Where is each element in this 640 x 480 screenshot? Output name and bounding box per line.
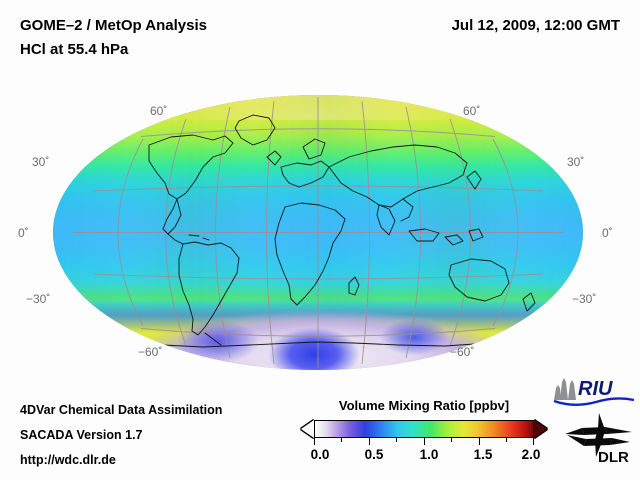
antarctic-polar-vortex-region xyxy=(95,304,552,370)
colorbar-title: Volume Mixing Ratio [ppbv] xyxy=(338,398,510,413)
coastlines xyxy=(130,114,536,348)
lat-label-left-minus30: −30˚ xyxy=(26,292,51,306)
riu-wave-icon xyxy=(553,397,635,406)
lat-label-left-minus60: −60˚ xyxy=(138,345,163,359)
colorbar-tick-label-3: 1.5 xyxy=(473,447,493,462)
tick-major xyxy=(369,438,370,445)
riu-tower-icon xyxy=(554,378,576,400)
colorbar-tick-label-2: 1.0 xyxy=(419,447,439,462)
colorbar-gradient xyxy=(314,420,534,438)
dlr-pinwheel-icon xyxy=(565,413,632,457)
tick-major xyxy=(314,438,315,445)
riu-logo: RIU xyxy=(553,378,635,406)
page-title: GOME–2 / MetOp Analysis xyxy=(20,17,207,34)
tick-minor xyxy=(396,438,397,442)
lat-label-right-60: 60˚ xyxy=(463,104,481,118)
colorbar-tick-label-1: 0.5 xyxy=(364,447,384,462)
tick-minor xyxy=(341,438,342,442)
map-clip-ellipse xyxy=(53,95,583,370)
lat-label-right-minus60: −60˚ xyxy=(450,345,475,359)
colorbar-extend-high-arrow xyxy=(534,420,547,438)
lat-label-right-minus30: −30˚ xyxy=(572,292,597,306)
species-subtitle: HCl at 55.4 hPa xyxy=(20,41,129,58)
graticule-grid xyxy=(73,97,563,368)
riu-wordmark: RIU xyxy=(578,378,613,400)
lat-label-left-30: 30˚ xyxy=(32,155,50,169)
colorbar-tick-label-4: 2.0 xyxy=(521,447,541,462)
lat-label-right-30: 30˚ xyxy=(567,155,585,169)
dlr-wordmark: DLR xyxy=(598,449,629,464)
colorbar-extend-low-arrow xyxy=(301,420,314,438)
footer-line-assimilation: 4DVar Chemical Data Assimilation xyxy=(20,403,223,417)
tick-major xyxy=(533,438,534,445)
colorbar-tick-label-0: 0.0 xyxy=(310,447,330,462)
world-map xyxy=(53,95,583,370)
tick-minor xyxy=(451,438,452,442)
timestamp-label: Jul 12, 2009, 12:00 GMT xyxy=(451,17,620,34)
tick-minor xyxy=(506,438,507,442)
tick-major xyxy=(424,438,425,445)
dlr-logo: DLR xyxy=(565,413,632,464)
lat-label-left-0: 0˚ xyxy=(18,226,29,240)
footer-line-url: http://wdc.dlr.de xyxy=(20,453,116,467)
lat-label-left-60: 60˚ xyxy=(150,104,168,118)
colorbar xyxy=(301,420,547,438)
footer-line-version: SACADA Version 1.7 xyxy=(20,428,143,442)
tick-major xyxy=(479,438,480,445)
lat-label-right-0: 0˚ xyxy=(602,226,613,240)
colorbar-ticks xyxy=(314,438,534,445)
